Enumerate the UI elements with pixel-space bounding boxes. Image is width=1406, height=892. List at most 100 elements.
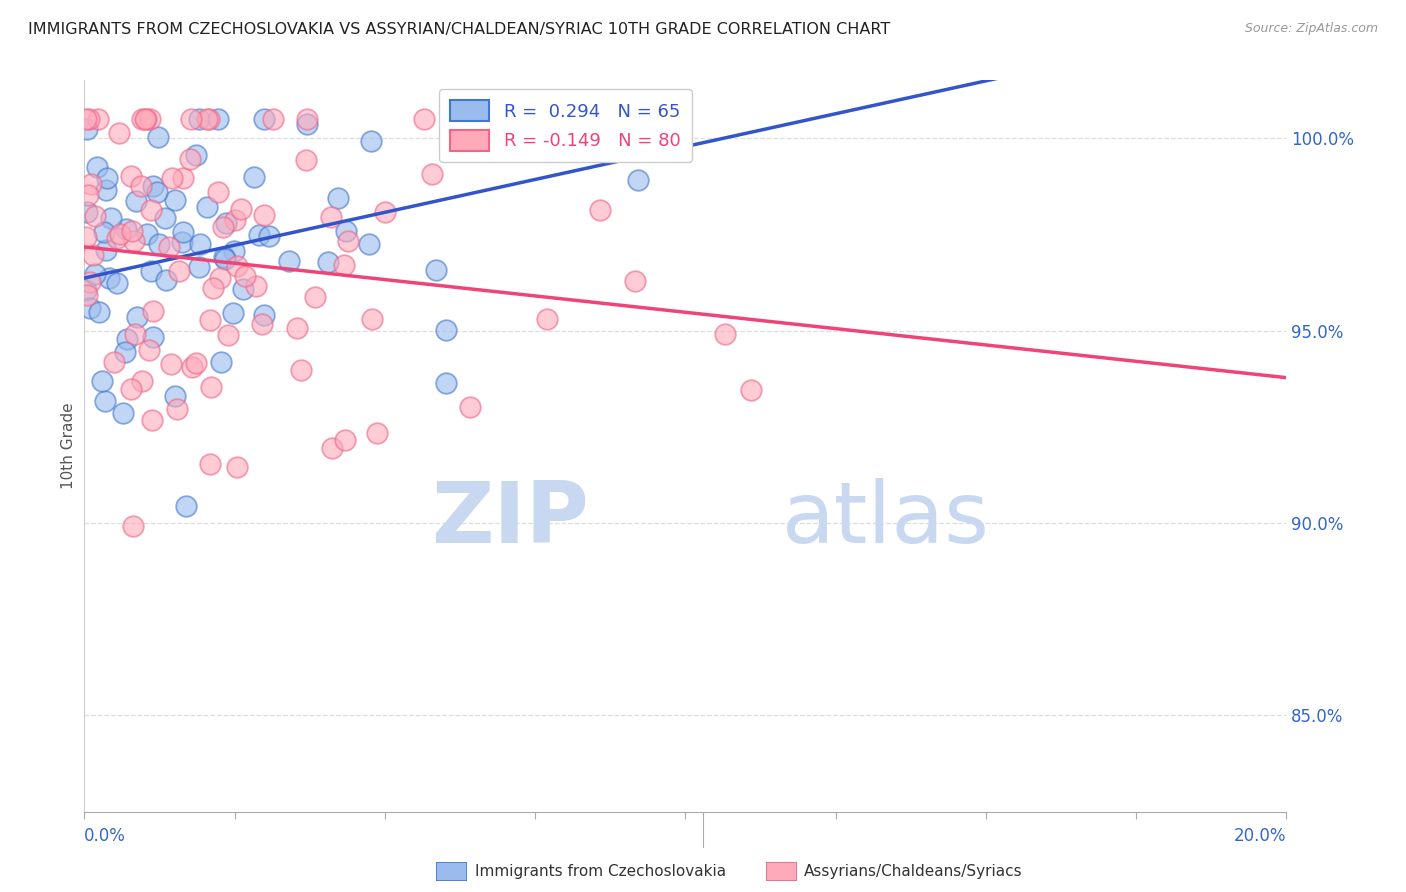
Point: [129, 179, 152, 194]
Point: [122, 234, 145, 248]
Point: [114, 345, 136, 359]
Point: [212, 250, 235, 264]
Point: [93, 225, 115, 239]
Point: [139, 112, 162, 126]
Point: [425, 263, 447, 277]
Point: [136, 227, 159, 241]
Point: [253, 208, 276, 222]
Point: [187, 260, 209, 275]
Point: [250, 318, 273, 332]
Point: [142, 329, 165, 343]
Point: [77, 187, 100, 202]
Point: [214, 252, 236, 267]
Point: [124, 194, 146, 209]
Point: [157, 240, 180, 254]
Point: [253, 112, 276, 126]
Point: [76, 122, 98, 136]
Point: [181, 360, 204, 375]
Point: [321, 441, 343, 455]
Point: [198, 457, 221, 471]
Point: [290, 362, 312, 376]
Point: [87, 305, 110, 319]
Point: [366, 426, 388, 441]
Point: [108, 227, 131, 241]
Point: [295, 153, 318, 168]
Text: IMMIGRANTS FROM CZECHOSLOVAKIA VS ASSYRIAN/CHALDEAN/SYRIAC 10TH GRADE CORRELATIO: IMMIGRANTS FROM CZECHOSLOVAKIA VS ASSYRI…: [28, 22, 890, 37]
Point: [167, 264, 190, 278]
Text: ZIP: ZIP: [432, 477, 589, 561]
Point: [142, 304, 165, 318]
Point: [209, 355, 232, 369]
Point: [536, 311, 558, 326]
Point: [138, 343, 160, 357]
Point: [76, 287, 98, 301]
Point: [91, 374, 114, 388]
Point: [165, 389, 187, 403]
Point: [172, 235, 194, 250]
Point: [94, 183, 117, 197]
Point: [360, 134, 382, 148]
Point: [139, 202, 162, 217]
Point: [105, 276, 128, 290]
Point: [108, 126, 131, 140]
Point: [242, 169, 264, 184]
Point: [198, 313, 221, 327]
Point: [120, 382, 142, 396]
Point: [434, 376, 457, 390]
Point: [740, 383, 762, 397]
Point: [124, 326, 146, 341]
Point: [160, 170, 183, 185]
Point: [226, 460, 249, 475]
Point: [359, 236, 381, 251]
Text: atlas: atlas: [782, 477, 990, 561]
Text: Immigrants from Czechoslovakia: Immigrants from Czechoslovakia: [475, 864, 727, 879]
Point: [188, 236, 211, 251]
Point: [245, 278, 267, 293]
Point: [188, 112, 211, 126]
Point: [166, 401, 188, 416]
Point: [142, 179, 165, 194]
Point: [374, 205, 396, 219]
Point: [98, 270, 121, 285]
Point: [84, 209, 107, 223]
Point: [179, 152, 201, 166]
Point: [207, 185, 229, 199]
Point: [174, 499, 197, 513]
Point: [135, 112, 157, 126]
Point: [148, 236, 170, 251]
Point: [714, 326, 737, 341]
Point: [361, 312, 384, 326]
Point: [420, 167, 443, 181]
Point: [75, 283, 97, 297]
Point: [153, 211, 176, 225]
Point: [172, 225, 194, 239]
Point: [80, 177, 103, 191]
Point: [180, 112, 202, 126]
Point: [160, 357, 183, 371]
Point: [229, 202, 252, 216]
Point: [335, 224, 357, 238]
Point: [87, 112, 110, 126]
Point: [195, 112, 218, 126]
Point: [208, 271, 231, 285]
Point: [120, 169, 142, 183]
Point: [333, 258, 356, 272]
Point: [139, 264, 162, 278]
Point: [75, 230, 97, 244]
Point: [172, 170, 194, 185]
Point: [114, 221, 136, 235]
Point: [200, 380, 222, 394]
Point: [277, 253, 299, 268]
Point: [333, 434, 356, 448]
Point: [79, 276, 101, 290]
Point: [589, 202, 612, 217]
Point: [146, 130, 169, 145]
Point: [413, 112, 436, 126]
Point: [111, 407, 134, 421]
Point: [76, 205, 98, 219]
Point: [624, 274, 647, 288]
Text: Assyrians/Chaldeans/Syriacs: Assyrians/Chaldeans/Syriacs: [804, 864, 1022, 879]
Point: [100, 211, 122, 225]
Legend: R =  0.294   N = 65, R = -0.149   N = 80: R = 0.294 N = 65, R = -0.149 N = 80: [439, 89, 692, 161]
Point: [232, 281, 254, 295]
